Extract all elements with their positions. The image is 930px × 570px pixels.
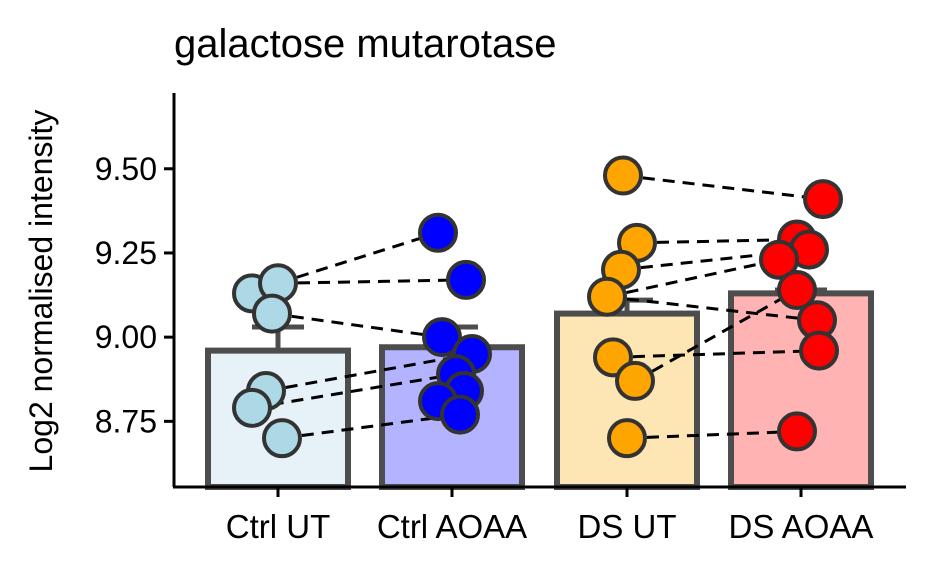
paired-line — [277, 231, 439, 285]
paired-lines — [251, 174, 824, 440]
x-tick-label: DS AOAA — [729, 508, 874, 545]
data-point — [587, 276, 627, 317]
data-point — [440, 394, 480, 435]
paired-line — [606, 258, 780, 299]
x-tick-label: Ctrl AOAA — [377, 508, 527, 545]
y-ticks: 8.75 9.00 9.25 9.50 — [95, 151, 174, 439]
paired-line — [277, 278, 467, 285]
x-tick-label: Ctrl UT — [226, 508, 330, 545]
paired-line — [626, 429, 798, 440]
x-tick-label: DS UT — [578, 508, 677, 545]
data-point — [446, 259, 486, 300]
data-point — [777, 270, 817, 310]
data-point — [603, 155, 643, 196]
data-points — [232, 155, 843, 459]
paired-line — [612, 349, 820, 359]
paired-line — [634, 288, 798, 383]
paired-line — [636, 237, 798, 245]
paired-line — [271, 312, 443, 339]
data-point — [262, 418, 302, 459]
bars — [205, 290, 874, 491]
paired-line — [606, 295, 818, 322]
data-point — [418, 212, 458, 253]
data-point — [607, 418, 647, 459]
data-point — [422, 317, 462, 358]
y-tick-label: 8.75 — [95, 403, 157, 439]
data-point — [615, 360, 655, 401]
paired-line — [251, 372, 457, 410]
paired-line — [620, 248, 810, 272]
bar-ds-ut — [554, 310, 700, 491]
y-tick-label: 9.50 — [95, 151, 157, 187]
data-point — [759, 239, 799, 280]
data-point — [799, 330, 839, 371]
chart-title: galactose mutarotase — [174, 22, 556, 66]
data-point — [252, 293, 292, 334]
data-point — [232, 387, 272, 428]
y-axis-title: Log2 normalised intensity — [23, 110, 59, 473]
paired-line — [622, 174, 824, 201]
y-tick-label: 9.00 — [95, 319, 157, 355]
y-tick-label: 9.25 — [95, 235, 157, 271]
data-point — [803, 179, 843, 220]
data-point — [777, 411, 817, 452]
x-ticks: Ctrl UT Ctrl AOAA DS UT DS AOAA — [226, 487, 874, 545]
paired-line — [265, 352, 473, 393]
